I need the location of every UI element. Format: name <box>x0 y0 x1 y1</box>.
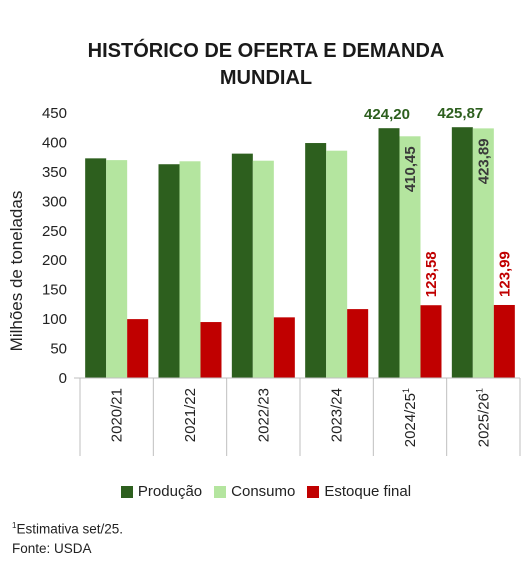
data-label-producao: 425,87 <box>437 105 483 122</box>
legend-item-producao: Produção <box>120 483 203 500</box>
x-tick-label: 2020/21 <box>109 388 126 442</box>
bar-produção <box>85 158 107 378</box>
y-tick-label: 200 <box>42 252 67 269</box>
bar-estoque-final <box>273 317 295 378</box>
bar-consumo <box>326 150 348 378</box>
y-tick-label: 400 <box>42 134 67 151</box>
bar-produção <box>378 128 400 378</box>
legend-swatch-producao <box>120 485 133 498</box>
data-label-estoque: 123,99 <box>496 251 513 297</box>
x-tick-label: 2024/251 <box>401 388 419 447</box>
bar-produção <box>231 153 253 378</box>
chart-title: HISTÓRICO DE OFERTA E DEMANDA MUNDIAL <box>0 38 532 92</box>
legend-label-producao: Produção <box>137 483 203 500</box>
chart-title-line-1: HISTÓRICO DE OFERTA E DEMANDA <box>87 40 445 62</box>
data-label-consumo: 410,45 <box>402 146 419 192</box>
footnote-estimate: 1Estimativa set/25. <box>12 516 123 539</box>
legend-label-consumo: Consumo <box>231 483 296 500</box>
bar-estoque-final <box>200 322 222 378</box>
x-tick-footnote-marker: 1 <box>401 388 411 393</box>
bar-consumo <box>106 160 128 378</box>
bar-produção <box>305 143 327 378</box>
footnote-source: Fonte: USDA <box>12 540 92 556</box>
chart-title-line-2: MUNDIAL <box>219 67 313 89</box>
y-tick-label: 300 <box>42 193 67 210</box>
y-axis-title: Milhões de toneladas <box>7 191 26 352</box>
y-tick-label: 350 <box>42 164 67 181</box>
y-tick-label: 450 <box>42 105 67 122</box>
footnote-estimate-text: Estimativa set/25. <box>16 521 123 537</box>
data-label-consumo: 423,89 <box>475 138 492 184</box>
legend-item-estoque: Estoque final <box>307 483 411 500</box>
y-tick-label: 150 <box>42 282 67 299</box>
bar-chart: 0 50 100 150 200 250 300 350 400 450 Milhões de to… <box>7 105 521 456</box>
legend-item-consumo: Consumo <box>214 483 295 500</box>
y-tick-label: 250 <box>42 223 67 240</box>
bar-consumo <box>472 128 494 378</box>
legend-swatch-consumo <box>214 485 227 498</box>
bar-estoque-final <box>493 304 515 378</box>
bar-consumo <box>179 161 201 378</box>
bar-produção <box>451 127 473 378</box>
bar-consumo <box>399 136 421 378</box>
data-label-estoque: 123,58 <box>423 251 440 297</box>
legend-label-estoque: Estoque final <box>324 483 412 500</box>
legend: Produção Consumo Estoque final <box>0 483 532 500</box>
x-tick-label: 2021/22 <box>182 388 199 442</box>
x-tick-label: 2025/261 <box>474 388 492 447</box>
y-tick-label: 50 <box>50 341 67 358</box>
bar-estoque-final <box>347 309 369 378</box>
bar-estoque-final <box>420 305 442 378</box>
footnote-marker: 1 <box>12 521 17 530</box>
footnotes: 1Estimativa set/25. Fonte: USDA <box>12 516 123 558</box>
bar-produção <box>158 164 180 378</box>
legend-swatch-estoque <box>307 485 320 498</box>
x-tick-footnote-marker: 1 <box>474 388 484 393</box>
bar-estoque-final <box>127 319 149 378</box>
x-tick-label: 2022/23 <box>255 388 272 442</box>
y-tick-label: 100 <box>42 311 67 328</box>
x-tick-label: 2023/24 <box>329 388 346 442</box>
data-label-producao: 424,20 <box>364 106 410 123</box>
bar-consumo <box>252 160 274 378</box>
y-tick-label: 0 <box>59 370 67 387</box>
